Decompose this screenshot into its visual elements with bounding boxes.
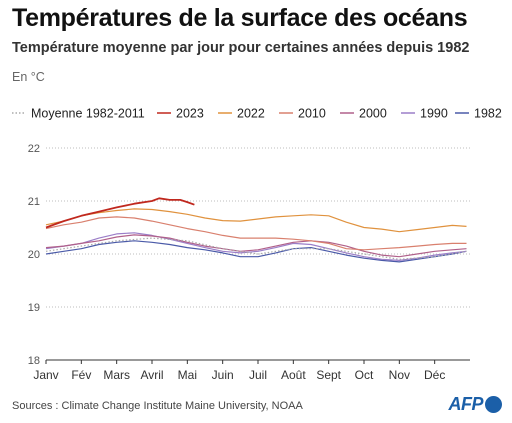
x-tick-label: Nov: [389, 368, 410, 382]
x-tick-label: Sept: [316, 368, 341, 382]
x-tick-label: Fév: [71, 368, 91, 382]
series-line-1982: [45, 240, 467, 263]
afp-logo: AFP: [448, 393, 502, 415]
legend-label: 1990: [420, 107, 448, 121]
y-tick-label: 20: [28, 249, 40, 261]
series-line-moyenne-1982-2011: [45, 237, 467, 260]
x-tick-label: Déc: [424, 368, 445, 382]
unit-label: En °C: [12, 70, 45, 84]
x-tick-label: Oct: [355, 368, 374, 382]
x-tick-label: Janv: [33, 368, 58, 382]
series-line-2000: [45, 234, 467, 258]
legend-label: 2000: [359, 107, 387, 121]
series-line-2010: [45, 216, 467, 251]
x-tick-label: Mai: [178, 368, 197, 382]
y-tick-label: 22: [28, 143, 40, 155]
legend-label: 2010: [298, 107, 326, 121]
afp-logo-text: AFP: [448, 393, 484, 414]
series-line-2022: [45, 208, 467, 233]
chart-title: Températures de la surface des océans: [12, 4, 468, 32]
x-tick-label: Juil: [249, 368, 267, 382]
y-tick-label: 18: [28, 355, 40, 367]
x-tick-label: Juin: [212, 368, 234, 382]
y-tick-label: 19: [28, 302, 40, 314]
chart-subtitle: Température moyenne par jour pour certai…: [12, 40, 470, 56]
legend-label: 2022: [237, 107, 265, 121]
legend-label: 2023: [176, 107, 204, 121]
legend-label: 1982: [474, 107, 502, 121]
x-tick-label: Avril: [140, 368, 163, 382]
legend-label: Moyenne 1982-2011: [31, 107, 145, 121]
y-tick-label: 21: [28, 196, 40, 208]
afp-logo-dot: [485, 395, 502, 413]
source-note: Sources : Climate Change Institute Maine…: [12, 400, 303, 412]
series-line-2023: [45, 197, 195, 229]
series-line-1990: [45, 232, 467, 261]
x-tick-label: Mars: [103, 368, 130, 382]
x-tick-label: Août: [281, 368, 306, 382]
